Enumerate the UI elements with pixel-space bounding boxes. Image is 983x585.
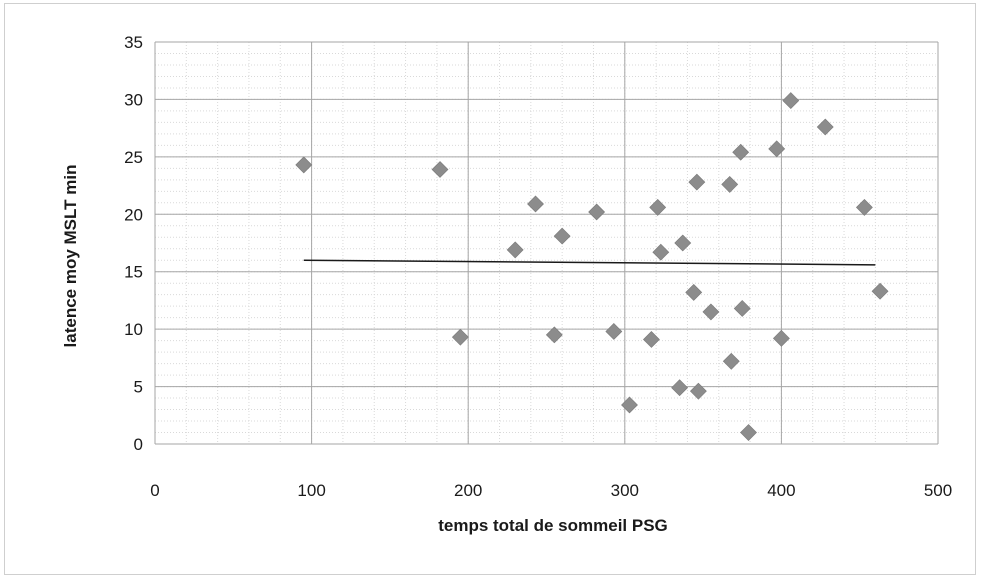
y-tick-label: 0 — [134, 435, 143, 454]
trendline-group — [303, 259, 876, 266]
data-point — [295, 156, 313, 174]
data-point — [816, 118, 834, 136]
y-tick-label: 25 — [124, 148, 143, 167]
data-point — [545, 326, 563, 344]
data-point — [689, 382, 707, 400]
data-point — [855, 198, 873, 216]
data-point — [871, 282, 889, 300]
y-tick-label: 10 — [124, 320, 143, 339]
data-point — [721, 175, 739, 193]
data-point — [702, 303, 720, 321]
data-point — [772, 329, 790, 347]
data-point — [642, 331, 660, 348]
y-tick-label: 15 — [124, 263, 143, 282]
data-point — [740, 424, 757, 441]
data-point — [733, 300, 751, 317]
data-point — [732, 143, 750, 161]
data-points — [295, 92, 889, 441]
y-axis-title: latence moy MSLT min — [61, 165, 80, 348]
major-grid — [154, 41, 939, 445]
x-tick-label: 300 — [611, 481, 639, 500]
y-tick-label: 5 — [134, 378, 143, 397]
y-tick-label: 35 — [124, 33, 143, 52]
data-point — [527, 195, 544, 213]
x-tick-label: 500 — [924, 481, 952, 500]
y-tick-labels: 0 5 10 15 20 25 30 35 — [124, 33, 143, 454]
data-point — [451, 328, 469, 346]
chart-frame: 0 5 10 15 20 25 30 35 0 100 200 300 400 500 temps to… — [4, 3, 976, 575]
x-tick-label: 100 — [297, 481, 325, 500]
x-tick-label: 200 — [454, 481, 482, 500]
data-point — [768, 140, 786, 158]
data-point — [621, 396, 638, 414]
minor-grid — [154, 41, 939, 445]
data-point — [685, 283, 703, 301]
data-point — [553, 227, 571, 245]
data-point — [782, 92, 800, 110]
x-tick-label: 400 — [767, 481, 795, 500]
x-tick-labels: 0 100 200 300 400 500 — [150, 481, 952, 500]
x-axis-title: temps total de sommeil PSG — [438, 516, 668, 535]
data-point — [674, 234, 692, 252]
data-point — [688, 173, 706, 191]
data-point — [506, 241, 524, 259]
data-point — [431, 161, 449, 178]
data-point — [652, 243, 670, 261]
data-point — [649, 198, 667, 216]
y-tick-label: 20 — [124, 205, 143, 224]
data-point — [722, 352, 740, 370]
data-point — [605, 323, 623, 340]
x-tick-label: 0 — [150, 481, 159, 500]
data-point — [588, 203, 606, 221]
scatter-chart: 0 5 10 15 20 25 30 35 0 100 200 300 400 500 temps to… — [61, 33, 952, 535]
trendline — [303, 259, 876, 266]
data-point — [671, 379, 689, 397]
y-tick-label: 30 — [124, 90, 143, 109]
